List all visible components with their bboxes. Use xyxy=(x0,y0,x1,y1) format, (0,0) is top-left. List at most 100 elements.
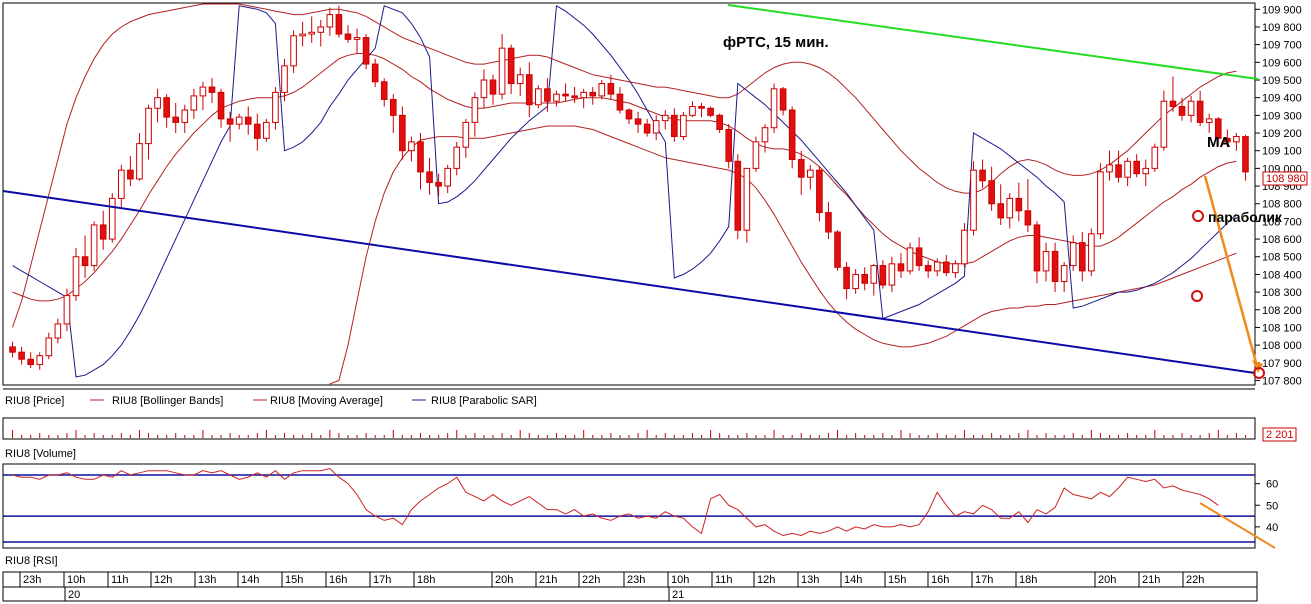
price-y-tick-label: 108 100 xyxy=(1262,322,1302,334)
price-y-tick-label: 108 000 xyxy=(1262,340,1302,352)
candle-body xyxy=(408,141,415,152)
candle-body xyxy=(1196,100,1204,123)
candle-body xyxy=(63,295,71,325)
candle-body xyxy=(498,47,506,95)
last-price-box xyxy=(1262,171,1308,186)
price-panel: 109 900 109 800 109 700 109 600 109 500 109 4… xyxy=(2,2,1308,387)
candle-body xyxy=(489,79,497,95)
candle-body xyxy=(571,95,578,99)
price-y-tick-label: 109 400 xyxy=(1262,93,1302,105)
rsi-panel: 60 50 40 RIU8 [RSI] xyxy=(2,463,1278,567)
candle-body xyxy=(444,167,451,187)
hour-tick-label: 11h xyxy=(111,574,129,586)
price-y-tick-label: 108 400 xyxy=(1262,269,1302,281)
candle-body xyxy=(915,247,923,267)
candle-body xyxy=(317,26,325,33)
candle-body xyxy=(924,265,932,272)
price-y-tick-label: 108 600 xyxy=(1262,234,1302,246)
legend-bollinger: RIU8 [Bollinger Bands] xyxy=(112,395,223,407)
candle-body xyxy=(208,86,216,93)
price-y-tick-label: 109 700 xyxy=(1262,40,1302,52)
moving-average xyxy=(12,53,1237,302)
parabolic-sar-line xyxy=(12,4,1237,378)
candle-body xyxy=(190,95,198,111)
candle-body xyxy=(970,169,977,231)
band-marker-circle xyxy=(1191,290,1203,302)
price-y-tick-label: 109 600 xyxy=(1262,57,1302,69)
candle-body xyxy=(1115,164,1122,178)
hour-tick-label: 18h xyxy=(417,574,435,586)
candle-body xyxy=(108,197,116,240)
candle-body xyxy=(344,33,352,40)
hour-tick-label: 18h xyxy=(1019,574,1037,586)
day-label-21: 21 xyxy=(672,589,684,601)
price-y-axis: 109 900 109 800 109 700 109 600 109 500 109 4… xyxy=(1255,4,1302,387)
candle-body xyxy=(199,86,207,97)
candle-body xyxy=(743,167,751,231)
candle-body xyxy=(1178,106,1186,116)
candle-body xyxy=(154,97,161,109)
candle-body xyxy=(952,263,959,274)
hour-tick-label: 17h xyxy=(975,574,993,586)
candle-body xyxy=(1097,171,1104,235)
hour-tick-label: 17h xyxy=(373,574,391,586)
rsi-forecast-line xyxy=(1199,502,1276,549)
candle-body xyxy=(435,182,442,187)
hour-tick-label: 22h xyxy=(582,574,600,586)
candle-body xyxy=(417,141,424,173)
candle-body xyxy=(507,47,515,85)
rsi-plot-area xyxy=(2,463,1256,549)
price-y-tick-label: 107 800 xyxy=(1262,375,1302,387)
price-y-tick-label: 108 500 xyxy=(1262,252,1302,264)
candle-body xyxy=(1169,100,1177,108)
legend: RIU8 [Price] RIU8 [Bollinger Bands] RIU8… xyxy=(3,388,1255,407)
candle-body xyxy=(562,93,569,97)
price-y-tick-label: 109 100 xyxy=(1262,146,1302,158)
time-axis: 23h 10h 11h 12h 13h 14h 15h 16h 17h 18h 20h 21h 22h 2… xyxy=(2,571,1258,602)
candle-body xyxy=(834,231,841,268)
rsi-y-tick-label: 50 xyxy=(1266,500,1278,512)
price-y-tick-label: 108 700 xyxy=(1262,216,1302,228)
price-y-tick-label: 109 300 xyxy=(1262,110,1302,122)
volume-value-box xyxy=(1262,427,1297,442)
candle-body xyxy=(598,83,606,97)
candle-body xyxy=(272,91,279,123)
hour-tick-label: 21h xyxy=(539,574,557,586)
candle-body xyxy=(1060,265,1068,282)
candle-body xyxy=(36,355,44,366)
chart-title: фРТС, 15 мин. xyxy=(723,34,829,51)
candle-body xyxy=(290,35,297,67)
candle-body xyxy=(879,265,887,286)
candle-body xyxy=(525,74,533,106)
candle-body xyxy=(426,171,433,184)
candle-body xyxy=(399,114,406,152)
price-plot-area xyxy=(2,2,1256,386)
candle-body xyxy=(816,169,823,214)
ma-annotation: MA xyxy=(1207,134,1230,151)
candle-body xyxy=(145,107,152,145)
candle-body xyxy=(779,88,787,111)
hour-tick-label: 10h xyxy=(671,574,689,586)
candle-body xyxy=(1033,224,1041,272)
candle-body xyxy=(1006,197,1014,219)
candle-body xyxy=(163,97,170,118)
candles xyxy=(9,5,1249,370)
volume-value-label: 2 201 xyxy=(1266,429,1294,441)
candle-body xyxy=(988,180,995,205)
hour-tick-label: 23h xyxy=(23,574,41,586)
hour-tick-label: 16h xyxy=(329,574,347,586)
parabolic-sar xyxy=(12,4,1237,378)
candle-body xyxy=(371,63,379,83)
price-y-tick-label: 109 900 xyxy=(1262,4,1302,16)
candle-body xyxy=(172,116,180,123)
candle-body xyxy=(235,116,243,125)
candle-body xyxy=(18,351,25,360)
hour-tick-label: 20h xyxy=(1098,574,1116,586)
hour-tick-label: 23h xyxy=(627,574,645,586)
candle-body xyxy=(118,169,125,199)
candle-body xyxy=(127,169,134,180)
candle-body xyxy=(861,273,869,284)
candle-body xyxy=(725,128,733,162)
candle-body xyxy=(797,159,805,178)
candle-body xyxy=(625,109,633,120)
